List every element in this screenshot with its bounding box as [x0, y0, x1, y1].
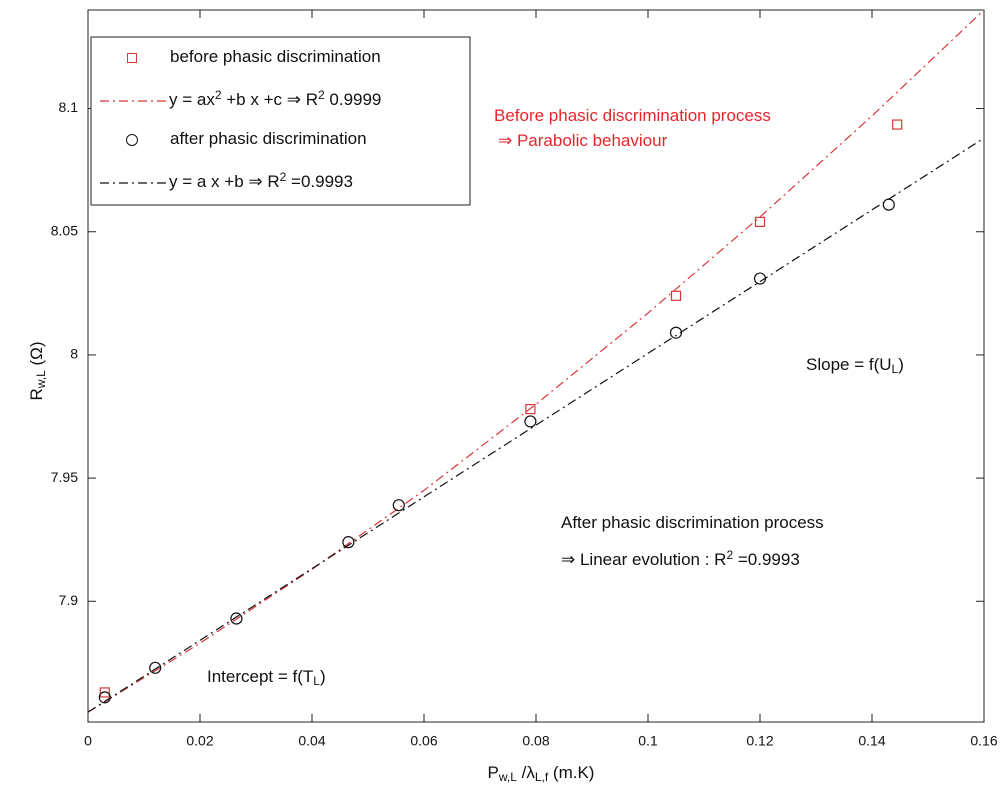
x-tick-label: 0.06: [410, 733, 437, 749]
text-part: Slope = f(U: [806, 355, 892, 374]
marker: [525, 404, 536, 415]
text-part: /λ: [517, 763, 535, 782]
marker: [392, 499, 405, 512]
legend-label: y = a x +b ⇒ R2 =0.9993: [169, 170, 353, 191]
x-tick-label: 0.08: [522, 733, 549, 749]
y-tick-label: 8.05: [51, 222, 78, 238]
x-tick-label: 0.02: [186, 733, 213, 749]
annotation: ⇒ Linear evolution : R2 =0.9993: [561, 548, 800, 569]
text-part: 0.9999: [325, 90, 382, 109]
text-part: P: [488, 763, 499, 782]
x-tick-label: 0: [84, 733, 92, 749]
text-part: ): [898, 355, 904, 374]
marker: [669, 326, 683, 339]
annotation: ⇒ Parabolic behaviour: [498, 131, 668, 150]
text-part: 2: [215, 88, 222, 102]
legend-box: [90, 36, 471, 206]
text-part: (m.K): [548, 763, 594, 782]
text-part: 2: [726, 548, 733, 562]
text-part: +b x +c ⇒ R: [222, 90, 318, 109]
y-tick-label: 7.95: [51, 469, 78, 485]
text-part: (Ω): [27, 341, 46, 370]
legend-label: before phasic discrimination: [170, 47, 381, 66]
annotation: After phasic discrimination process: [561, 513, 824, 532]
x-tick-label: 0.12: [746, 733, 773, 749]
text-part: ⇒ Linear evolution : R: [561, 550, 726, 569]
x-tick-label: 0.14: [858, 733, 885, 749]
x-axis-label: Pw,L /λL,f (m.K): [488, 763, 595, 783]
marker: [892, 119, 903, 130]
y-tick-label: 8: [70, 346, 78, 362]
legend-marker: [127, 53, 137, 63]
text-part: 2: [280, 170, 287, 184]
text-part: 2: [318, 88, 325, 102]
text-part: before phasic discrimination: [170, 47, 381, 66]
marker: [149, 661, 162, 674]
text-part: =0.9993: [286, 172, 353, 191]
text-part: After phasic discrimination process: [561, 513, 824, 532]
annotation: Before phasic discrimination process: [494, 106, 771, 125]
text-part: =0.9993: [733, 550, 800, 569]
y-tick-label: 8.1: [59, 99, 79, 115]
fit-line: [87, 9, 985, 713]
x-tick-label: 0.16: [970, 733, 997, 749]
legend-marker: [126, 134, 138, 146]
text-part: after phasic discrimination: [170, 129, 367, 148]
marker: [670, 290, 682, 301]
text-part: y = a x +b ⇒ R: [169, 172, 280, 191]
legend-label: y = ax2 +b x +c ⇒ R2 0.9999: [169, 88, 381, 109]
text-part: L: [892, 362, 899, 376]
marker: [524, 415, 537, 428]
text-part: Intercept = f(T: [207, 667, 313, 686]
text-part: w,L: [498, 770, 517, 784]
text-part: ): [320, 667, 326, 686]
text-part: R: [27, 388, 46, 400]
y-tick-label: 7.9: [59, 592, 79, 608]
marker: [754, 216, 766, 227]
annotation: Intercept = f(TL): [207, 667, 326, 687]
marker: [230, 612, 243, 625]
text-part: L,f: [535, 770, 549, 784]
text-part: ⇒ Parabolic behaviour: [498, 131, 668, 150]
text-part: Before phasic discrimination process: [494, 106, 771, 125]
x-tick-label: 0.1: [638, 733, 658, 749]
marker: [342, 536, 355, 549]
y-axis-label: Rw,L (Ω): [27, 341, 47, 400]
annotation: Slope = f(UL): [806, 355, 904, 375]
x-tick-label: 0.04: [298, 733, 325, 749]
fit-line: [87, 137, 985, 713]
legend-label: after phasic discrimination: [170, 129, 367, 148]
text-part: w,L: [34, 370, 48, 389]
text-part: y = ax: [169, 90, 215, 109]
marker: [99, 687, 110, 698]
text-part: L: [313, 674, 320, 688]
